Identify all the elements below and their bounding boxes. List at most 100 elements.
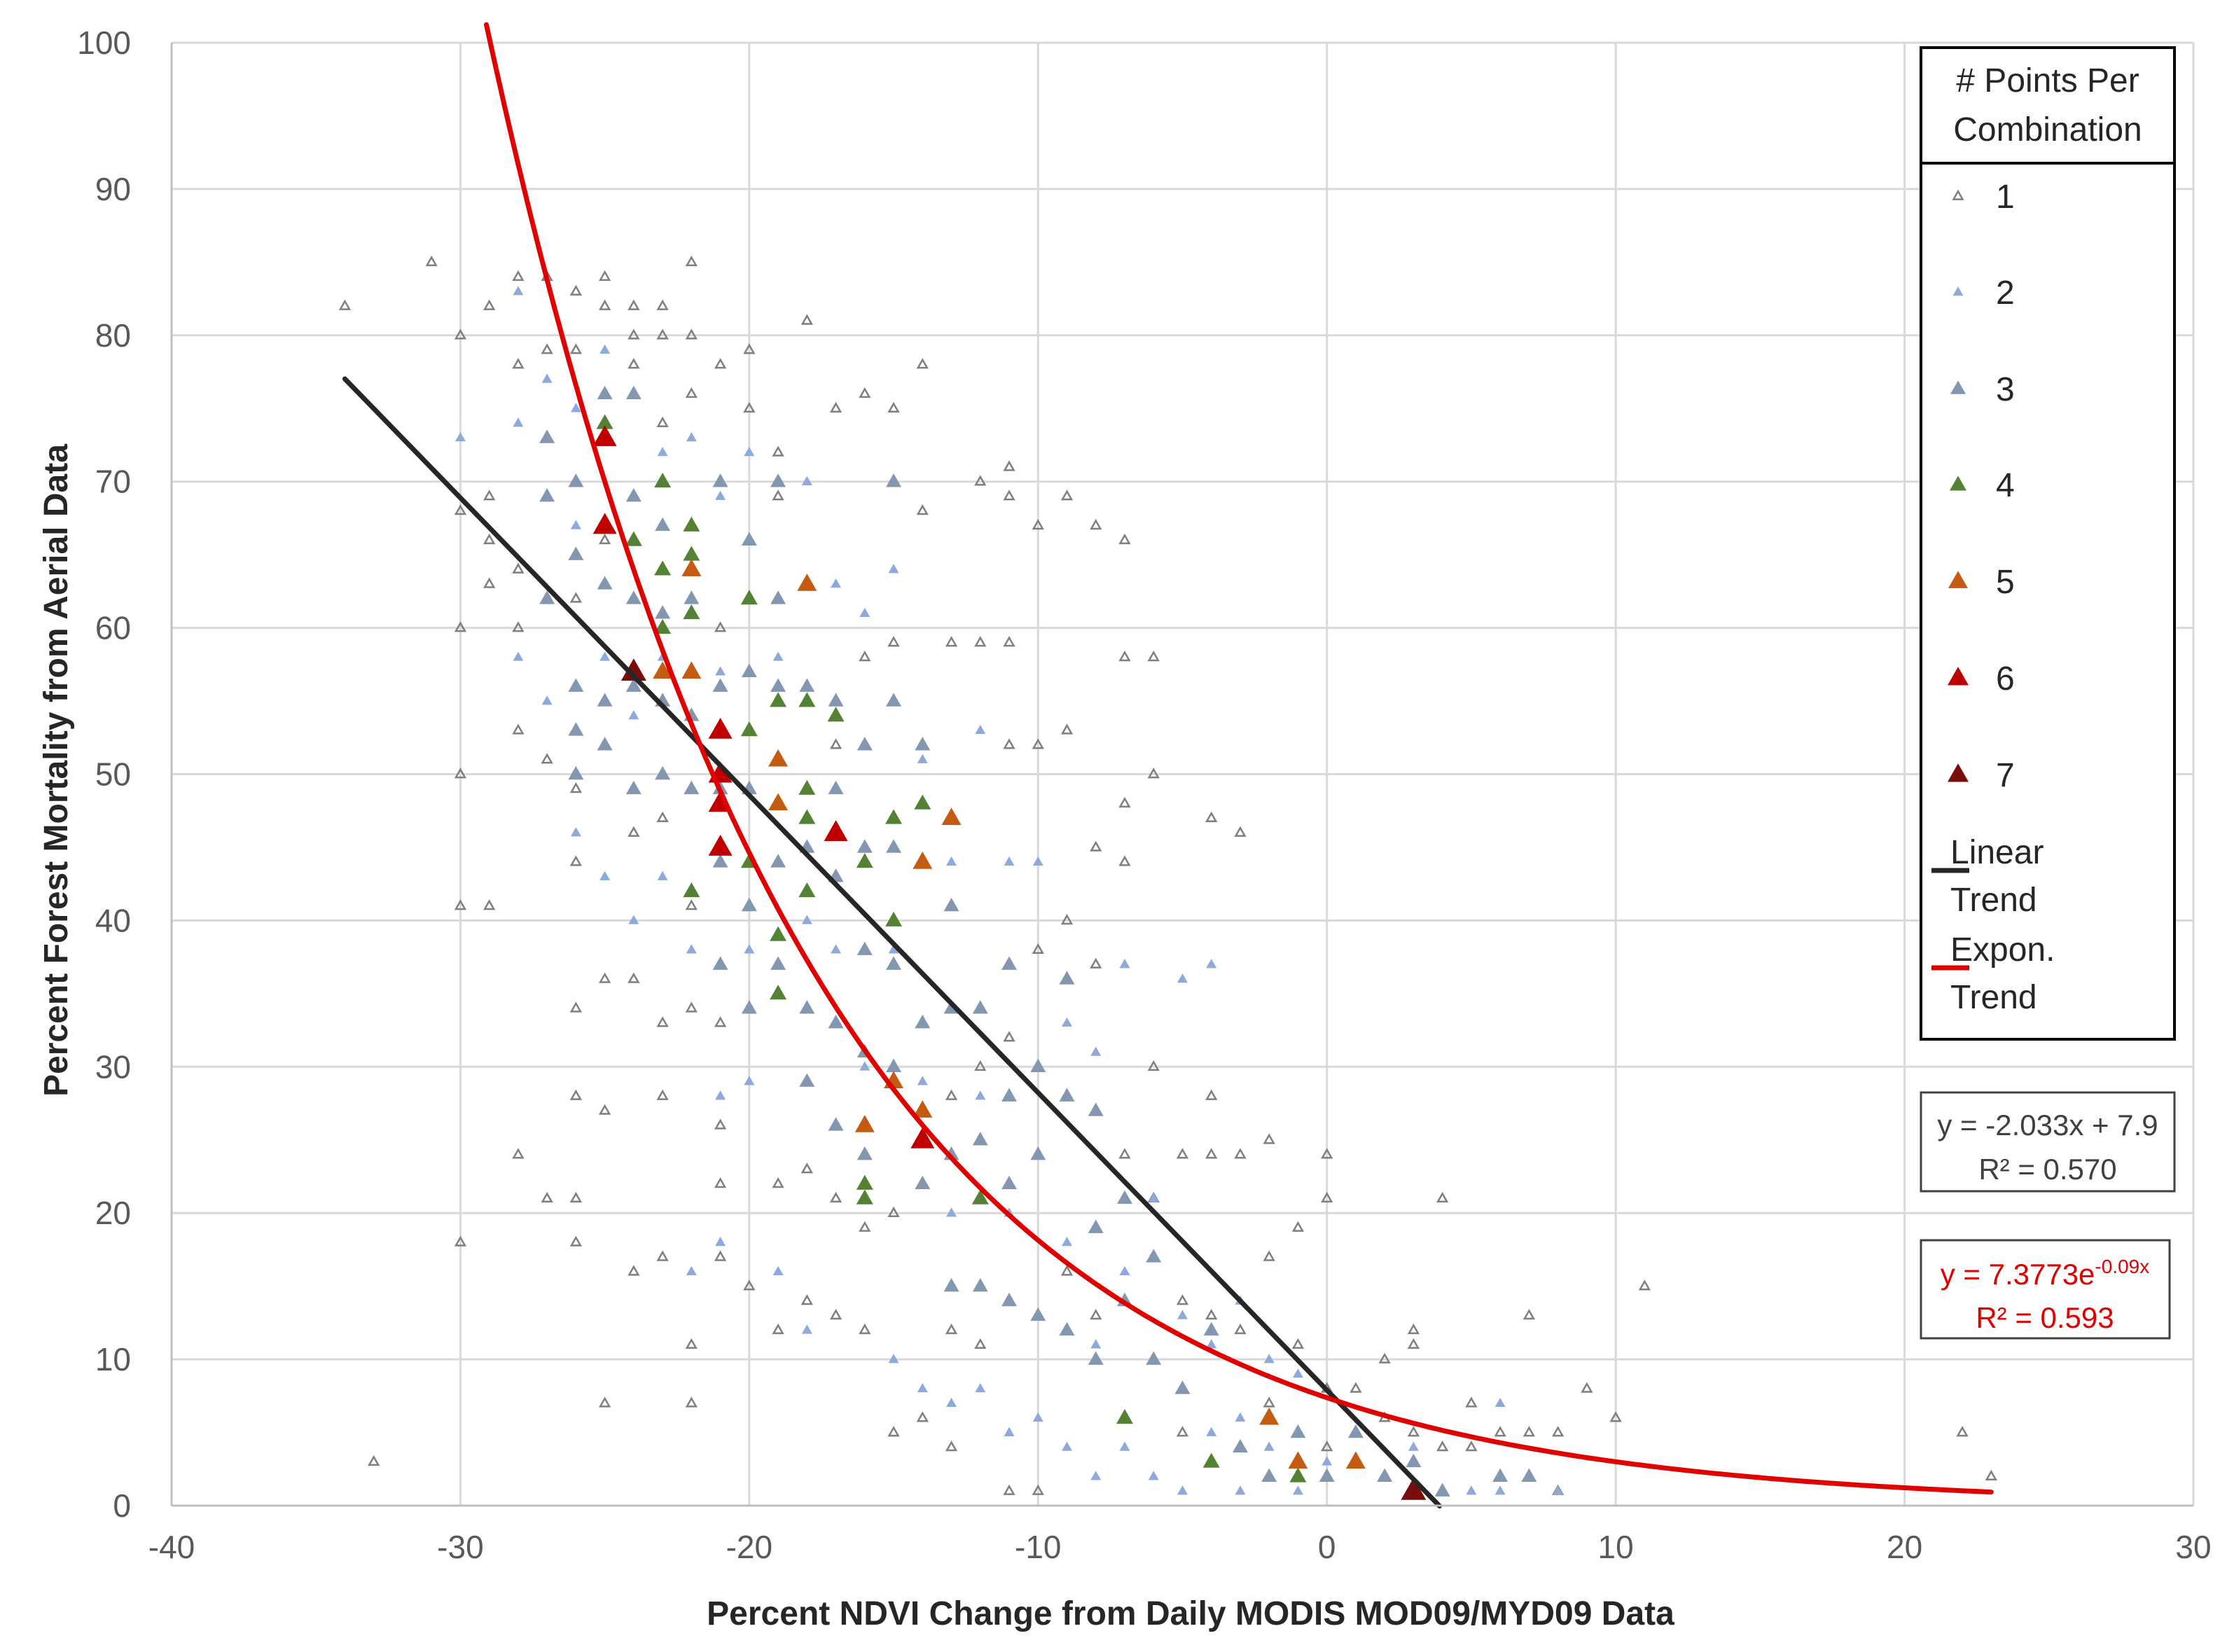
y-tick-label-0: 0 bbox=[113, 1487, 131, 1524]
y-tick-label-4: 40 bbox=[95, 902, 131, 938]
point-1-84 bbox=[859, 1323, 871, 1335]
point-1-134 bbox=[1205, 1148, 1218, 1159]
point-1-103 bbox=[1003, 636, 1015, 647]
x-tick-label-7: 30 bbox=[2175, 1529, 2211, 1565]
legend-label-1: 1 bbox=[1996, 179, 2015, 216]
point-3-89 bbox=[1203, 1321, 1219, 1336]
y-tick-label-10: 100 bbox=[77, 25, 131, 61]
legend-marker-3 bbox=[1950, 380, 1966, 394]
x-tick-label-6: 20 bbox=[1887, 1529, 1922, 1565]
point-3-77 bbox=[1030, 1307, 1046, 1321]
point-2-66 bbox=[1148, 1471, 1159, 1480]
legend-title-line-1: # Points Per bbox=[1956, 62, 2139, 99]
point-1-26 bbox=[569, 592, 583, 603]
point-2-64 bbox=[1148, 1193, 1159, 1202]
point-3-86 bbox=[1146, 1249, 1162, 1263]
point-3-99 bbox=[1521, 1468, 1537, 1482]
point-3-71 bbox=[1001, 956, 1018, 970]
point-3-49 bbox=[856, 737, 873, 751]
exponential-trendline bbox=[484, 22, 1994, 1495]
point-1-69 bbox=[743, 1279, 756, 1291]
point-3-21 bbox=[684, 590, 700, 604]
point-1-67 bbox=[743, 343, 756, 354]
point-1-5 bbox=[454, 621, 467, 632]
point-1-10 bbox=[483, 490, 496, 501]
point-3-38 bbox=[770, 956, 786, 970]
point-2-54 bbox=[1032, 1412, 1043, 1422]
point-1-89 bbox=[916, 358, 929, 369]
point-5-12 bbox=[1288, 1451, 1308, 1469]
point-5-8 bbox=[913, 852, 933, 869]
point-1-37 bbox=[598, 972, 611, 983]
point-2-37 bbox=[888, 564, 899, 574]
point-1-31 bbox=[569, 1191, 583, 1203]
point-3-13 bbox=[625, 487, 641, 502]
point-4-3 bbox=[654, 560, 672, 576]
y-tick-label-9: 90 bbox=[95, 171, 131, 207]
point-1-65 bbox=[714, 1177, 727, 1188]
point-1-109 bbox=[1032, 943, 1044, 955]
point-3-96 bbox=[1406, 1453, 1422, 1468]
point-3-67 bbox=[943, 1278, 959, 1292]
point-1-129 bbox=[1176, 1148, 1189, 1159]
point-3-8 bbox=[597, 385, 613, 400]
point-3-55 bbox=[886, 693, 902, 707]
legend: # Points Per Combination 1 2 3 4 5 6 7 Linear Tr… bbox=[1920, 46, 2176, 1041]
point-1-18 bbox=[512, 723, 525, 735]
point-1-153 bbox=[1407, 1338, 1420, 1349]
point-1-16 bbox=[512, 562, 525, 574]
point-4-8 bbox=[683, 882, 700, 898]
point-3-0 bbox=[539, 429, 555, 443]
point-1-22 bbox=[541, 753, 553, 764]
legend-label-4: 4 bbox=[1996, 467, 2015, 504]
point-1-14 bbox=[512, 270, 525, 282]
point-1-55 bbox=[685, 328, 698, 340]
point-4-19 bbox=[827, 707, 845, 722]
point-2-78 bbox=[1292, 1368, 1303, 1378]
point-1-62 bbox=[714, 621, 727, 632]
point-1-96 bbox=[945, 1441, 958, 1452]
point-2-39 bbox=[888, 1354, 899, 1363]
exponential-equation-text: y = 7.3773e-0.09x bbox=[1941, 1256, 2150, 1291]
point-3-59 bbox=[915, 737, 931, 751]
point-2-26 bbox=[744, 944, 755, 954]
point-1-63 bbox=[714, 1016, 727, 1027]
point-1-41 bbox=[627, 328, 640, 340]
trendlines bbox=[342, 22, 1994, 1509]
linear-equation-box: y = -2.033x + 7.9 R² = 0.570 bbox=[1920, 1091, 2176, 1193]
point-1-53 bbox=[656, 1250, 669, 1261]
point-3-25 bbox=[712, 678, 728, 692]
point-3-61 bbox=[915, 1015, 931, 1029]
point-4-1 bbox=[625, 531, 642, 546]
point-3-9 bbox=[597, 576, 613, 590]
point-1-101 bbox=[1003, 460, 1015, 471]
point-4-26 bbox=[856, 1189, 873, 1205]
point-4-23 bbox=[914, 794, 931, 810]
y-tick-label-3: 30 bbox=[95, 1048, 131, 1085]
point-3-85 bbox=[1117, 1190, 1133, 1205]
x-tick-label-1: -30 bbox=[437, 1529, 483, 1565]
point-1-141 bbox=[1263, 1396, 1275, 1408]
point-5-5 bbox=[797, 574, 817, 591]
point-3-2 bbox=[539, 590, 555, 604]
gridlines bbox=[172, 41, 2195, 1506]
point-1-104 bbox=[1003, 738, 1015, 749]
point-2-41 bbox=[917, 1076, 928, 1085]
point-4-24 bbox=[971, 1189, 989, 1205]
point-3-17 bbox=[655, 517, 671, 532]
point-3-92 bbox=[1290, 1424, 1306, 1438]
point-3-27 bbox=[712, 854, 728, 868]
point-3-48 bbox=[828, 1117, 844, 1131]
point-1-38 bbox=[598, 1104, 611, 1115]
series-7 bbox=[620, 658, 1427, 1500]
point-2-2 bbox=[513, 417, 524, 427]
linear-equation-frame bbox=[1920, 1091, 2176, 1193]
point-2-1 bbox=[513, 286, 524, 296]
point-2-43 bbox=[946, 856, 957, 866]
point-1-73 bbox=[772, 1323, 784, 1335]
point-3-68 bbox=[972, 1000, 988, 1014]
point-2-10 bbox=[599, 651, 611, 661]
series-1 bbox=[338, 255, 1997, 1495]
point-1-40 bbox=[627, 299, 640, 310]
point-1-29 bbox=[569, 1001, 583, 1013]
